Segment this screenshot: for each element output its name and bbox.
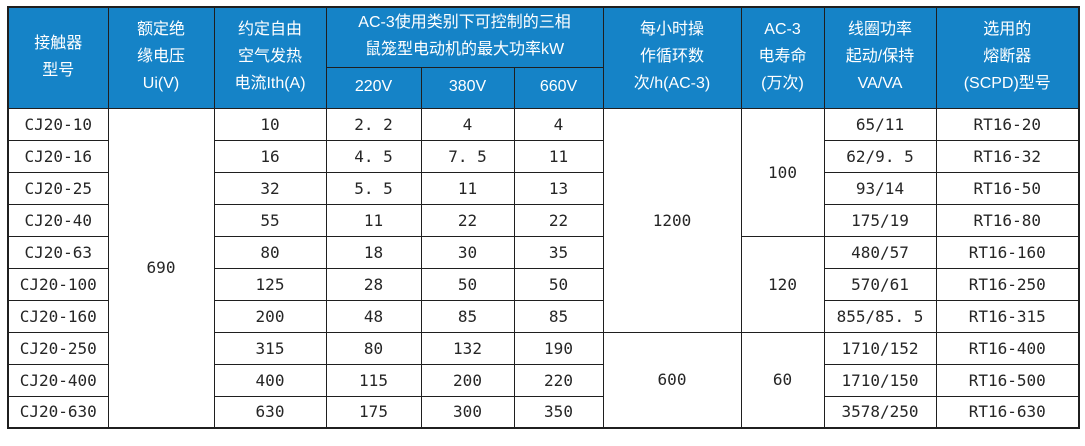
cell-ith: 315: [213, 331, 327, 365]
cell-life-merged: 60: [740, 331, 825, 429]
cell-p660: 190: [513, 331, 604, 365]
cell-coil: 1710/150: [823, 363, 937, 397]
cell-fuse: RT16-630: [935, 395, 1080, 429]
table-row: CJ20-250 315 80 132 190 600 60 1710/152 …: [7, 331, 1080, 429]
table-row: CJ20-10 690 10 2. 2 4 4 1200 100 65/11 R…: [7, 107, 1080, 429]
cell-ith: 400: [213, 363, 327, 397]
cell-ith: 16: [213, 139, 327, 173]
cell-model: CJ20-10: [7, 107, 109, 141]
table-row: CJ20-63 80 18 30 35 120 480/57 RT16-160: [7, 235, 1080, 333]
table-row: CJ20-630 630 175 300 350 3578/250 RT16-6…: [7, 395, 1080, 429]
table-row: CJ20-25 32 5. 5 11 13 93/14 RT16-50: [7, 171, 1080, 205]
cell-model: CJ20-16: [7, 139, 109, 173]
cell-p220: 48: [325, 299, 422, 333]
header-cycles: 每小时操 作循环数 次/h(AC-3): [602, 6, 742, 109]
table-row: CJ20-100 125 28 50 50 570/61 RT16-250: [7, 267, 1080, 301]
cell-ith: 10: [213, 107, 327, 141]
cell-p220: 18: [325, 235, 422, 269]
cell-p220: 175: [325, 395, 422, 429]
cell-coil: 62/9. 5: [823, 139, 937, 173]
cell-fuse: RT16-160: [935, 235, 1080, 269]
cell-p660: 50: [513, 267, 604, 301]
cell-model: CJ20-100: [7, 267, 109, 301]
table-row: CJ20-400 400 115 200 220 1710/150 RT16-5…: [7, 363, 1080, 397]
cell-p660: 35: [513, 235, 604, 269]
cell-model: CJ20-250: [7, 331, 109, 365]
header-ac3-power-group: AC-3使用类别下可控制的三相 鼠笼型电动机的最大功率kW: [325, 6, 604, 68]
cell-model: CJ20-25: [7, 171, 109, 205]
cell-p660: 11: [513, 139, 604, 173]
cell-p380: 85: [420, 299, 515, 333]
cell-fuse: RT16-250: [935, 267, 1080, 301]
cell-fuse: RT16-80: [935, 203, 1080, 237]
cell-p220: 2. 2: [325, 107, 422, 141]
cell-p380: 200: [420, 363, 515, 397]
header-ui: 额定绝 缘电压 Ui(V): [107, 6, 215, 109]
cell-ith: 125: [213, 267, 327, 301]
cell-coil: 570/61: [823, 267, 937, 301]
cell-p380: 30: [420, 235, 515, 269]
cell-fuse: RT16-315: [935, 299, 1080, 333]
header-voltage-220: 220V: [325, 66, 422, 109]
cell-ith: 32: [213, 171, 327, 205]
table-row: CJ20-40 55 11 22 22 175/19 RT16-80: [7, 203, 1080, 237]
cell-p660: 85: [513, 299, 604, 333]
cell-coil: 175/19: [823, 203, 937, 237]
cell-ith: 200: [213, 299, 327, 333]
contactor-spec-table: 接触器 型号 额定绝 缘电压 Ui(V) 约定自由 空气发热 电流Ith(A) …: [7, 6, 1080, 429]
header-voltage-660: 660V: [513, 66, 604, 109]
cell-fuse: RT16-32: [935, 139, 1080, 173]
cell-p220: 28: [325, 267, 422, 301]
cell-ith: 630: [213, 395, 327, 429]
cell-cycles-merged: 1200: [602, 107, 742, 333]
cell-coil: 480/57: [823, 235, 937, 269]
cell-p220: 4. 5: [325, 139, 422, 173]
cell-fuse: RT16-500: [935, 363, 1080, 397]
cell-p220: 11: [325, 203, 422, 237]
cell-model: CJ20-63: [7, 235, 109, 269]
header-fuse: 选用的 熔断器 (SCPD)型号: [935, 6, 1080, 109]
cell-p660: 13: [513, 171, 604, 205]
cell-model: CJ20-40: [7, 203, 109, 237]
cell-model: CJ20-160: [7, 299, 109, 333]
cell-p380: 300: [420, 395, 515, 429]
cell-life-merged: 100: [740, 107, 825, 237]
cell-coil: 93/14: [823, 171, 937, 205]
cell-p660: 4: [513, 107, 604, 141]
cell-p660: 220: [513, 363, 604, 397]
cell-model: CJ20-400: [7, 363, 109, 397]
cell-coil: 3578/250: [823, 395, 937, 429]
header-voltage-380: 380V: [420, 66, 515, 109]
cell-p380: 132: [420, 331, 515, 365]
cell-p660: 22: [513, 203, 604, 237]
table-row: CJ20-16 16 4. 5 7. 5 11 62/9. 5 RT16-32: [7, 139, 1080, 173]
cell-coil: 65/11: [823, 107, 937, 141]
cell-ith: 55: [213, 203, 327, 237]
cell-fuse: RT16-20: [935, 107, 1080, 141]
cell-p380: 4: [420, 107, 515, 141]
cell-coil: 1710/152: [823, 331, 937, 365]
cell-ui-merged: 690: [107, 107, 215, 429]
header-ith: 约定自由 空气发热 电流Ith(A): [213, 6, 327, 109]
cell-fuse: RT16-400: [935, 331, 1080, 365]
cell-p220: 115: [325, 363, 422, 397]
cell-p220: 80: [325, 331, 422, 365]
cell-p660: 350: [513, 395, 604, 429]
cell-p380: 50: [420, 267, 515, 301]
cell-p220: 5. 5: [325, 171, 422, 205]
cell-fuse: RT16-50: [935, 171, 1080, 205]
cell-model: CJ20-630: [7, 395, 109, 429]
header-coil: 线圈功率 起动/保持 VA/VA: [823, 6, 937, 109]
cell-p380: 22: [420, 203, 515, 237]
header-model: 接触器 型号: [7, 6, 109, 109]
header-life: AC-3 电寿命 (万次): [740, 6, 825, 109]
cell-coil: 855/85. 5: [823, 299, 937, 333]
cell-p380: 11: [420, 171, 515, 205]
cell-p380: 7. 5: [420, 139, 515, 173]
cell-ith: 80: [213, 235, 327, 269]
cell-life-merged: 120: [740, 235, 825, 333]
cell-cycles-merged: 600: [602, 331, 742, 429]
